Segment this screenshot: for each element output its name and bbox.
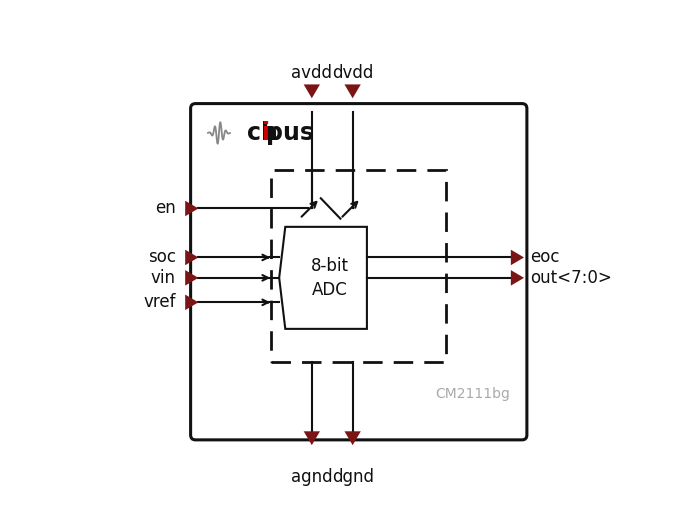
Polygon shape bbox=[186, 250, 198, 265]
Polygon shape bbox=[186, 295, 198, 310]
Polygon shape bbox=[511, 250, 524, 265]
Text: vin: vin bbox=[151, 269, 176, 287]
Polygon shape bbox=[511, 270, 524, 286]
Polygon shape bbox=[344, 84, 360, 98]
Text: i: i bbox=[262, 121, 270, 145]
FancyBboxPatch shape bbox=[190, 103, 527, 440]
Polygon shape bbox=[304, 431, 320, 445]
Text: soc: soc bbox=[148, 249, 176, 267]
Text: ch: ch bbox=[246, 121, 277, 145]
Text: dgnd: dgnd bbox=[332, 467, 374, 485]
Text: avdd: avdd bbox=[291, 64, 332, 82]
Polygon shape bbox=[304, 84, 320, 98]
Polygon shape bbox=[186, 201, 198, 216]
Text: en: en bbox=[155, 199, 176, 217]
Text: eoc: eoc bbox=[530, 249, 560, 267]
Polygon shape bbox=[279, 227, 367, 329]
Text: vref: vref bbox=[144, 293, 176, 311]
Polygon shape bbox=[344, 431, 360, 445]
Text: out<7:0>: out<7:0> bbox=[530, 269, 612, 287]
Text: agnd: agnd bbox=[291, 467, 332, 485]
Polygon shape bbox=[186, 270, 198, 286]
Text: ADC: ADC bbox=[312, 281, 348, 299]
Bar bbox=[271, 170, 447, 361]
Text: 8-bit: 8-bit bbox=[312, 257, 349, 275]
Text: dvdd: dvdd bbox=[332, 64, 373, 82]
Text: pus: pus bbox=[266, 121, 314, 145]
Text: CM2111bg: CM2111bg bbox=[435, 387, 510, 401]
